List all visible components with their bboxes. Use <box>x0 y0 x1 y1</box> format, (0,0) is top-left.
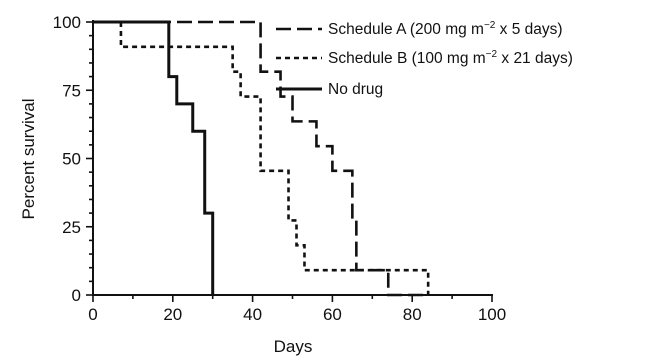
x-tick-label: 0 <box>88 305 97 324</box>
y-tick-label: 50 <box>62 150 81 169</box>
legend-label-text: Schedule B (100 mg m <box>328 50 486 67</box>
x-tick-label: 80 <box>403 305 422 324</box>
x-tick-label: 100 <box>478 305 506 324</box>
y-axis-title: Percent survival <box>19 99 38 220</box>
legend-label-text: x 21 days) <box>497 50 573 67</box>
legend-label-2: Schedule B (100 mg m−2 x 21 days) <box>328 49 573 67</box>
legend-label-text: x 5 days) <box>495 21 562 38</box>
legend-label-1: Schedule A (200 mg m−2 x 5 days) <box>328 20 563 38</box>
legend-label-superscript: −2 <box>486 49 498 60</box>
legend-label-3: No drug <box>328 81 383 98</box>
series-line-3 <box>93 22 213 295</box>
y-tick-label: 0 <box>72 286 81 305</box>
legend-label-text: No drug <box>328 81 383 98</box>
legend-label-text: Schedule A (200 mg m <box>328 21 484 38</box>
x-tick-label: 60 <box>323 305 342 324</box>
x-tick-label: 40 <box>243 305 262 324</box>
x-axis-title: Days <box>274 337 313 356</box>
y-tick-label: 100 <box>53 13 81 32</box>
x-tick-label: 20 <box>163 305 182 324</box>
legend-label-superscript: −2 <box>484 20 496 31</box>
legend: Schedule A (200 mg m−2 x 5 days)Schedule… <box>276 20 573 98</box>
y-tick-label: 25 <box>62 218 81 237</box>
y-tick-label: 75 <box>62 81 81 100</box>
